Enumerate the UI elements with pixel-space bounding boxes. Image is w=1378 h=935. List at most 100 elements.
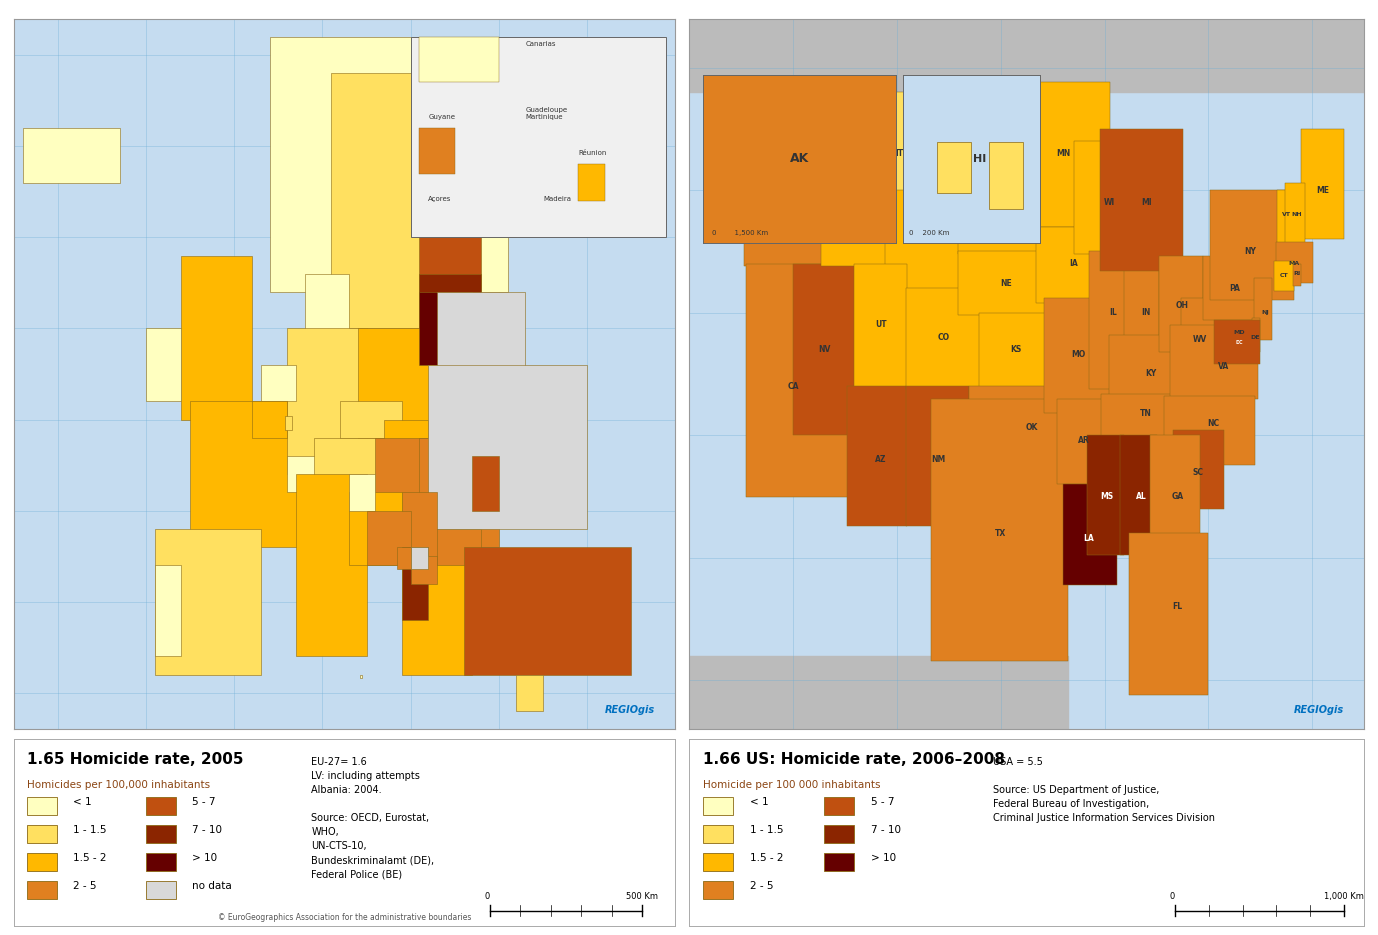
Text: Réunion: Réunion [579,151,606,156]
Polygon shape [1087,436,1124,555]
Polygon shape [1203,256,1264,320]
Text: 2 - 5: 2 - 5 [73,882,96,891]
FancyBboxPatch shape [824,853,854,871]
Text: 1 - 1.5: 1 - 1.5 [73,826,107,835]
Text: 0    200 Km: 0 200 Km [909,230,949,236]
Polygon shape [1045,298,1113,413]
FancyBboxPatch shape [703,853,733,871]
Polygon shape [970,386,1058,469]
Text: KS: KS [1010,345,1022,354]
Text: AL: AL [1135,492,1146,501]
Text: > 10: > 10 [871,854,897,863]
Polygon shape [361,675,362,678]
Polygon shape [146,328,182,401]
Polygon shape [821,93,886,266]
Polygon shape [296,474,367,656]
Text: LA: LA [1083,534,1094,542]
Text: 1 - 1.5: 1 - 1.5 [750,826,783,835]
Polygon shape [411,547,429,569]
FancyBboxPatch shape [703,881,733,899]
Text: AR: AR [1078,436,1090,445]
Text: ID: ID [850,186,860,194]
Text: 5 - 7: 5 - 7 [871,798,894,807]
Text: CO: CO [937,333,949,342]
Polygon shape [1151,436,1200,548]
Text: > 10: > 10 [193,854,218,863]
Polygon shape [402,547,429,620]
Polygon shape [1181,298,1232,381]
Polygon shape [419,128,455,174]
Polygon shape [579,165,605,201]
Polygon shape [402,493,437,566]
Polygon shape [429,365,587,529]
Polygon shape [429,529,481,583]
Polygon shape [1109,335,1189,401]
Polygon shape [1062,484,1118,584]
Polygon shape [743,93,825,178]
FancyBboxPatch shape [146,881,176,899]
Polygon shape [1075,141,1144,254]
Text: Açores: Açores [429,196,452,202]
Text: 0: 0 [1169,893,1174,901]
Polygon shape [367,511,411,566]
Polygon shape [1173,430,1224,509]
Text: TX: TX [995,529,1006,538]
Text: NJ: NJ [1262,310,1269,315]
Polygon shape [1210,190,1294,300]
Polygon shape [885,190,959,291]
Text: IN: IN [1141,309,1151,317]
Polygon shape [349,474,375,511]
Polygon shape [1101,394,1192,438]
Polygon shape [1253,318,1261,352]
Polygon shape [437,292,525,401]
Text: VT: VT [1282,212,1291,217]
Polygon shape [1164,396,1255,465]
Polygon shape [384,420,429,456]
FancyBboxPatch shape [703,797,733,815]
Polygon shape [375,438,437,511]
FancyBboxPatch shape [146,797,176,815]
Polygon shape [411,55,517,237]
FancyBboxPatch shape [146,825,176,843]
Polygon shape [1254,279,1272,339]
Text: NC: NC [1207,419,1220,427]
Polygon shape [958,168,1038,254]
Polygon shape [260,365,296,401]
Polygon shape [958,252,1050,315]
Polygon shape [331,73,446,328]
Polygon shape [419,36,499,82]
Text: 0: 0 [484,893,489,901]
Polygon shape [1089,252,1135,389]
Text: WI: WI [1104,198,1115,207]
Polygon shape [411,556,437,583]
Text: KY: KY [1145,369,1158,379]
Text: AZ: AZ [875,455,887,465]
Polygon shape [22,128,120,182]
Polygon shape [402,566,473,675]
Text: WY: WY [916,235,930,244]
Text: Guyane: Guyane [429,114,455,120]
Polygon shape [689,655,1068,729]
Text: Guadeloupe
Martinique: Guadeloupe Martinique [525,107,568,120]
Text: MN: MN [1056,149,1071,158]
Polygon shape [689,19,1364,93]
Text: 1.66 US: Homicide rate, 2006–2008: 1.66 US: Homicide rate, 2006–2008 [703,752,1005,767]
Polygon shape [154,566,182,656]
FancyBboxPatch shape [824,797,854,815]
Polygon shape [1057,398,1109,484]
Text: GA: GA [1171,492,1184,501]
Text: OK: OK [1025,424,1038,432]
Polygon shape [1101,129,1184,271]
Text: DE: DE [1250,335,1259,339]
Polygon shape [854,264,907,389]
Text: WV: WV [1193,335,1207,344]
Text: 1,000 Km: 1,000 Km [1324,893,1364,901]
Polygon shape [1273,261,1294,291]
Text: Canarias: Canarias [525,41,555,47]
Text: MS: MS [1100,492,1113,501]
FancyBboxPatch shape [28,797,56,815]
Polygon shape [358,328,446,438]
Polygon shape [907,288,980,389]
Text: NM: NM [932,455,945,465]
Text: < 1: < 1 [750,798,769,807]
